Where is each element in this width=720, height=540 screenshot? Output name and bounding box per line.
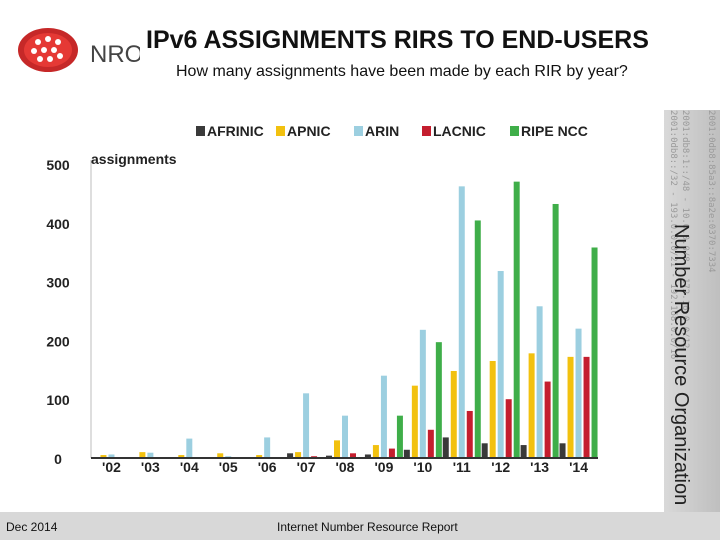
- x-tick-label: '13: [530, 459, 549, 475]
- bar-arin: [380, 375, 387, 458]
- legend-swatch: [354, 126, 363, 136]
- bar-arin: [419, 329, 426, 458]
- bar-arin: [497, 271, 504, 458]
- x-tick-label: '09: [374, 459, 393, 475]
- page-title: IPv6 ASSIGNMENTS RIRS TO END-USERS: [146, 26, 649, 54]
- bar-apnic: [178, 455, 185, 458]
- footer: Dec 2014 Internet Number Resource Report: [0, 512, 720, 540]
- bar-ripe-ncc: [396, 415, 403, 458]
- bar-ripe-ncc: [552, 203, 559, 458]
- bar-ripe-ncc: [591, 247, 598, 458]
- bar-chart: AFRINIC APNIC ARIN LACNIC RIPE NCC 0 100 200 30…: [46, 123, 598, 475]
- x-tick-label: '10: [413, 459, 432, 475]
- bar-arin: [303, 393, 310, 458]
- x-tick-label: '07: [297, 459, 316, 475]
- x-axis: '02 '03 '04 '05 '06 '07 '08 '09 '10 '11 '12 '13 '14: [91, 457, 598, 475]
- bar-arin: [147, 452, 154, 458]
- bar-lacnic: [427, 429, 434, 458]
- bar-apnic: [528, 353, 535, 458]
- bar-apnic: [411, 385, 418, 458]
- x-tick-label: '06: [258, 459, 277, 475]
- bar-apnic: [567, 356, 574, 458]
- side-label: Number Resource Organization: [670, 224, 692, 506]
- bar-arin: [575, 328, 582, 458]
- bar-apnic: [139, 452, 146, 458]
- bar-arin: [536, 306, 543, 458]
- bar-ripe-ncc: [474, 220, 481, 458]
- bar-apnic: [256, 455, 263, 458]
- x-tick-label: '02: [102, 459, 121, 475]
- y-tick-label: 200: [46, 333, 70, 349]
- nro-logo-text: NRO: [90, 41, 140, 68]
- bar-lacnic: [505, 399, 512, 458]
- legend-swatch: [510, 126, 519, 136]
- bar-afrinic: [481, 443, 488, 458]
- bar-ripe-ncc: [513, 181, 520, 458]
- x-tick-label: '08: [336, 459, 355, 475]
- bar-afrinic: [403, 449, 410, 458]
- bar-arin: [458, 186, 465, 458]
- legend-swatch: [196, 126, 205, 136]
- footer-date: Dec 2014: [6, 520, 58, 534]
- bar-afrinic: [520, 445, 527, 458]
- bar-afrinic: [287, 453, 294, 458]
- y-tick-label: 400: [46, 216, 70, 232]
- bar-apnic: [217, 453, 224, 458]
- bar-lacnic: [466, 410, 473, 458]
- bar-afrinic: [364, 454, 371, 458]
- bar-afrinic: [559, 443, 566, 458]
- y-tick-label: 500: [46, 157, 70, 173]
- bar-afrinic: [442, 437, 449, 458]
- legend-label: AFRINIC: [207, 123, 264, 139]
- footer-report-name: Internet Number Resource Report: [277, 520, 458, 534]
- side-decoration: 2001:0db8::/32 - 193.0.0.0/21 - 192.168.…: [664, 110, 720, 512]
- y-tick-label: 300: [46, 275, 70, 291]
- bar-series: [100, 181, 598, 458]
- bar-apnic: [450, 370, 457, 458]
- page-subtitle: How many assignments have been made by e…: [176, 63, 628, 80]
- legend-label: LACNIC: [433, 123, 486, 139]
- y-tick-label: 100: [46, 392, 70, 408]
- x-tick-label: '04: [180, 459, 199, 475]
- x-tick-label: '11: [453, 459, 471, 475]
- y-tick-label: 0: [54, 451, 62, 467]
- bar-arin: [342, 415, 348, 458]
- x-tick-label: '14: [569, 459, 588, 475]
- legend-swatch: [422, 126, 431, 136]
- legend-label: RIPE NCC: [521, 123, 588, 139]
- bar-apnic: [100, 455, 107, 458]
- bar-arin: [186, 438, 193, 458]
- bar-afrinic: [326, 455, 332, 458]
- bar-lacnic: [544, 381, 551, 458]
- y-axis-title: assignments: [91, 151, 177, 167]
- x-tick-label: '03: [141, 459, 160, 475]
- legend-label: APNIC: [287, 123, 331, 139]
- bar-lacnic: [350, 453, 356, 458]
- bar-apnic: [372, 445, 379, 458]
- chart-legend: AFRINIC APNIC ARIN LACNIC RIPE NCC: [196, 123, 588, 139]
- bar-lacnic: [388, 448, 395, 458]
- y-axis: 0 100 200 300 400 500 assignments: [46, 151, 176, 467]
- legend-label: ARIN: [365, 123, 399, 139]
- bar-arin: [264, 437, 271, 458]
- bar-arin: [108, 454, 115, 458]
- x-tick-label: '12: [491, 459, 510, 475]
- bar-apnic: [295, 452, 302, 458]
- bar-apnic: [489, 360, 496, 458]
- bar-apnic: [334, 440, 340, 458]
- bar-ripe-ncc: [435, 342, 442, 458]
- x-tick-label: '05: [219, 459, 238, 475]
- legend-swatch: [276, 126, 285, 136]
- nro-logo: NRO: [10, 20, 143, 76]
- bar-lacnic: [583, 356, 590, 458]
